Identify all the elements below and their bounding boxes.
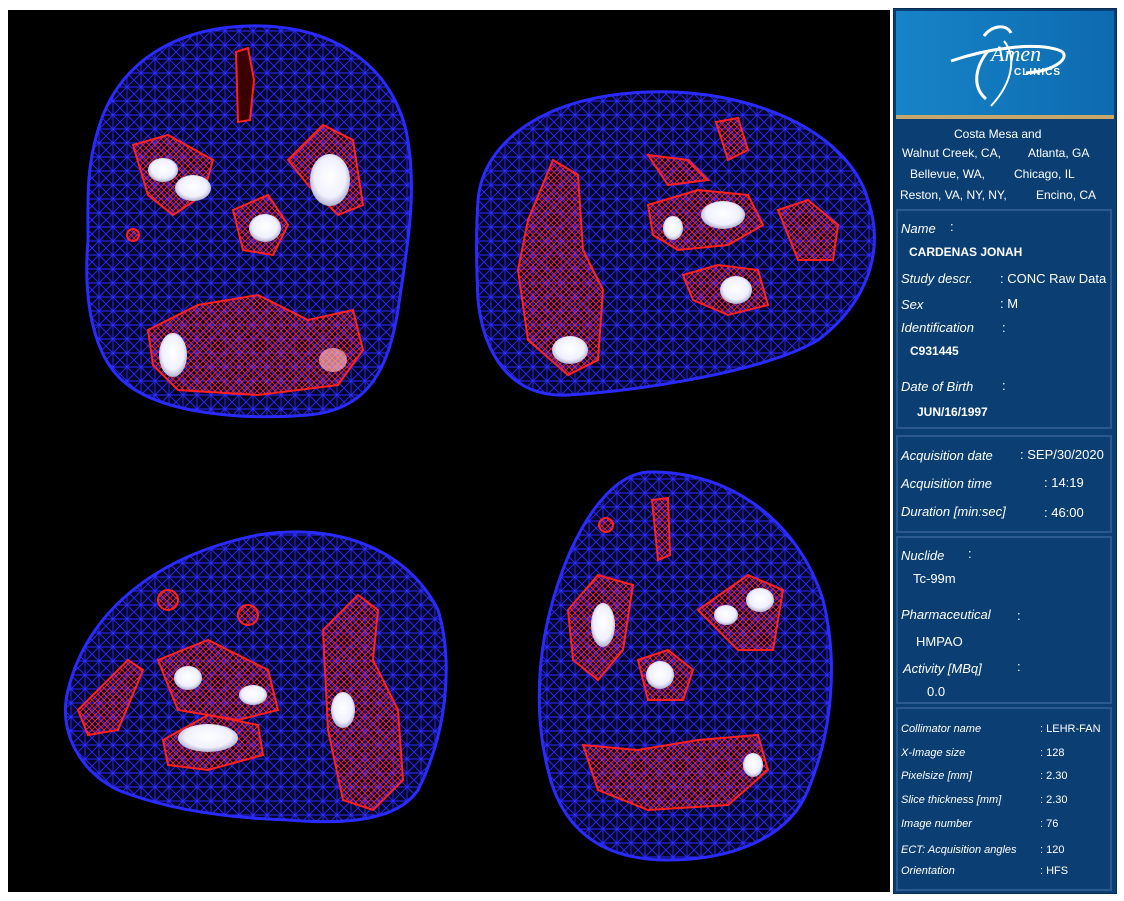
- duration-label: Duration [min:sec]: [901, 504, 1006, 519]
- brain-view-bottom-right[interactable]: [537, 470, 833, 862]
- location-line: Walnut Creek, CA,: [902, 146, 1001, 160]
- collimator-value: : LEHR-FAN: [1040, 723, 1101, 735]
- patient-info-box: Name : CARDENAS JONAH Study descr. : CON…: [896, 209, 1112, 429]
- orientation-value: : HFS: [1040, 865, 1069, 877]
- name-colon: :: [950, 219, 954, 234]
- location-line: Bellevue, WA,: [910, 167, 985, 181]
- sex-value: : M: [1000, 296, 1019, 311]
- activity-label: Activity [MBq]: [903, 661, 982, 676]
- pixelsize-value: : 2.30: [1040, 770, 1068, 782]
- acquisition-date-value: : SEP/30/2020: [1020, 447, 1104, 462]
- clinic-logo: Amen CLINICS: [896, 11, 1114, 115]
- x-image-size-value: : 128: [1040, 747, 1065, 759]
- acquisition-angles-label: ECT: Acquisition angles: [901, 844, 1017, 856]
- study-label: Study descr.: [901, 271, 973, 286]
- acquisition-time-value: : 14:19: [1044, 475, 1084, 490]
- clinic-locations: Costa Mesa and Walnut Creek, CA, Atlanta…: [896, 121, 1114, 211]
- name-label: Name: [901, 221, 936, 236]
- location-line: Atlanta, GA: [1028, 146, 1090, 160]
- location-line: Encino, CA: [1036, 188, 1097, 202]
- technical-info-box: Collimator name : LEHR-FAN X-Image size …: [896, 707, 1112, 891]
- dob-label: Date of Birth: [901, 379, 974, 394]
- activity-colon: :: [1017, 659, 1021, 674]
- amen-clinics-logo-icon: [950, 25, 1066, 107]
- activity-value: 0.0: [927, 684, 946, 699]
- pharmaceutical-colon: :: [1017, 608, 1021, 623]
- nuclide-label: Nuclide: [901, 548, 945, 563]
- logo-divider: [896, 115, 1114, 119]
- location-line: Costa Mesa and: [954, 127, 1042, 141]
- slice-thickness-label: Slice thickness [mm]: [901, 794, 1002, 806]
- acquisition-angles-value: : 120: [1040, 844, 1065, 856]
- duration-value: : 46:00: [1044, 505, 1084, 520]
- acquisition-info-box: Acquisition date : SEP/30/2020 Acquisiti…: [896, 435, 1112, 533]
- patient-name: CARDENAS JONAH: [909, 245, 1023, 259]
- acquisition-date-label: Acquisition date: [901, 448, 993, 463]
- study-value: : CONC Raw Data: [1000, 271, 1107, 286]
- nuclide-value: Tc-99m: [913, 571, 956, 586]
- nuclide-colon: :: [968, 546, 972, 561]
- logo-brand-word: Amen: [991, 41, 1042, 66]
- identification-colon: :: [1002, 320, 1006, 335]
- location-line: Chicago, IL: [1014, 167, 1075, 181]
- x-image-size-label: X-Image size: [901, 747, 966, 759]
- brain-render-viewport[interactable]: [8, 10, 890, 892]
- brain-view-top-right[interactable]: [475, 90, 876, 397]
- image-number-label: Image number: [901, 818, 972, 830]
- pharmaceutical-value: HMPAO: [916, 634, 963, 649]
- collimator-label: Collimator name: [901, 723, 982, 735]
- dob-value: JUN/16/1997: [917, 405, 988, 419]
- brain-view-bottom-left[interactable]: [63, 530, 448, 824]
- logo-brand-sub: CLINICS: [1014, 67, 1061, 78]
- dob-colon: :: [1002, 378, 1006, 393]
- location-line: Reston, VA, NY, NY,: [900, 188, 1007, 202]
- identification-label: Identification: [901, 320, 974, 335]
- slice-thickness-value: : 2.30: [1040, 794, 1068, 806]
- brain-render-svg: [63, 24, 876, 862]
- sex-label: Sex: [901, 297, 924, 312]
- identification-value: C931445: [910, 344, 959, 358]
- orientation-label: Orientation: [901, 865, 955, 877]
- acquisition-time-label: Acquisition time: [901, 476, 993, 491]
- pharmaceutical-label: Pharmaceutical: [901, 607, 991, 622]
- nuclide-info-box: Nuclide : Tc-99m Pharmaceutical : HMPAO …: [896, 536, 1112, 704]
- study-info-panel: Amen CLINICS Costa Mesa and Walnut Creek…: [893, 8, 1117, 894]
- pixelsize-label: Pixelsize [mm]: [901, 770, 972, 782]
- brain-view-top-left[interactable]: [85, 24, 413, 419]
- image-number-value: : 76: [1040, 818, 1059, 830]
